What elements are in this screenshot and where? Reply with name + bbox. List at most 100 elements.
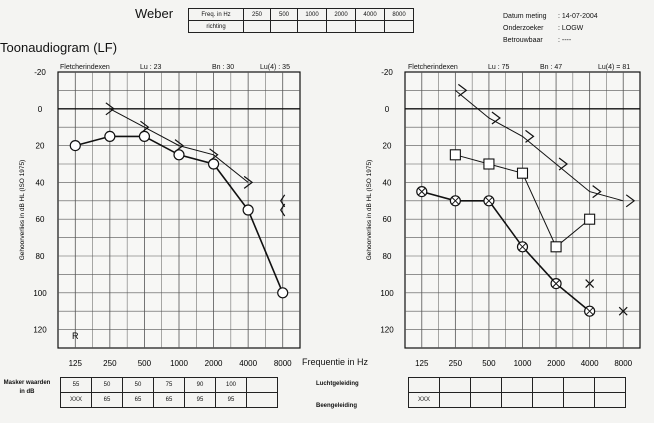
y-tick-label: 60	[36, 215, 45, 224]
data-point-square	[584, 213, 596, 225]
info-date-value: : 14-07-2004	[558, 13, 598, 20]
masking-cell-air	[563, 377, 595, 393]
x-tick-label: 1000	[170, 359, 188, 368]
right-fletcher-lu: Lu : 75	[488, 64, 510, 71]
data-point-cross	[485, 196, 493, 205]
x-tick-label: 500	[138, 359, 152, 368]
masking-cell-air	[501, 377, 533, 393]
data-point-triangle	[558, 157, 569, 171]
masking-cell-bone	[439, 392, 471, 408]
x-tick-label: 500	[482, 359, 496, 368]
y-tick-label: -20	[34, 68, 46, 77]
data-point-cross	[518, 242, 527, 251]
masking-cell-air	[532, 377, 564, 393]
masking-cell-bone: 65	[153, 392, 185, 408]
x-tick-label: 8000	[614, 359, 632, 368]
masking-cell-bone: 95	[215, 392, 247, 408]
y-tick-label: 100	[33, 289, 47, 298]
right-fletcher-lu4: Lu(4) = 81	[598, 64, 631, 71]
masking-cell-bone	[563, 392, 595, 408]
x-tick-label: 8000	[274, 359, 292, 368]
y-tick-label: 0	[385, 105, 390, 114]
data-point-x	[585, 279, 595, 289]
masking-cell-air: 75	[153, 377, 185, 393]
masking-cell-bone: 95	[184, 392, 216, 408]
y-axis-label: Gehoorverlies in dB HL (ISO 1975)	[19, 160, 26, 261]
masking-cell-air	[439, 377, 471, 393]
y-tick-label: 120	[380, 326, 394, 335]
y-tick-label: 100	[380, 289, 394, 298]
masking-cell-air	[246, 377, 278, 393]
air-conduction-label: Luchtgeleiding	[316, 381, 359, 387]
data-point-cross	[552, 279, 560, 288]
data-point-circle	[207, 158, 220, 170]
data-point-cross	[451, 196, 460, 205]
data-point-triangle	[457, 83, 468, 97]
data-point-triangle	[105, 102, 115, 116]
data-point-circle	[138, 130, 151, 142]
x-tick-label: 2000	[547, 359, 565, 368]
data-point-triangle	[243, 175, 254, 189]
y-axis-label: Gehoorverlies in dB HL (ISO 1975)	[366, 160, 373, 261]
data-point-circle	[104, 130, 116, 142]
masking-cell-air: 90	[184, 377, 216, 393]
data-point-square	[516, 167, 529, 179]
series-line-cross	[421, 190, 591, 312]
masking-cell-bone	[532, 392, 564, 408]
freq-axis-label: Frequentie in Hz	[302, 357, 369, 367]
data-point-triangle	[525, 129, 535, 143]
masking-table-left: 55 50 50 75 90 100 XXX 65 65 65 95 95	[60, 377, 278, 408]
masking-cell-bone	[470, 392, 502, 408]
weber-row-header-richting: richting	[188, 20, 244, 33]
data-point-square	[483, 158, 495, 170]
series-line-triangle	[109, 108, 249, 183]
y-tick-label: 40	[383, 178, 392, 187]
info-examiner-value: : LOGW	[558, 25, 584, 32]
masking-cell-bone: XXX	[60, 392, 92, 408]
y-tick-label: 80	[36, 252, 45, 261]
x-tick-label: 250	[103, 359, 117, 368]
data-point-triangle	[491, 111, 501, 125]
data-point-triangle	[592, 185, 602, 199]
y-tick-label: 20	[36, 142, 45, 151]
masking-cell-bone: XXX	[408, 392, 440, 408]
info-reliable-label: Betrouwbaar	[503, 37, 543, 44]
masking-cell-air	[470, 377, 502, 393]
data-point-circle	[173, 149, 185, 161]
left-fletcher-bn: Bn : 30	[212, 64, 235, 71]
y-tick-label: 40	[36, 178, 45, 187]
info-examiner-label: Onderzoeker	[503, 25, 544, 32]
masking-values-label: Masker waarden in dB	[3, 380, 51, 395]
right-fletcher-bn: Bn : 47	[540, 64, 563, 71]
series-line-triangle	[455, 90, 624, 202]
y-tick-label: 0	[38, 105, 43, 114]
masking-cell-bone	[594, 392, 626, 408]
data-point-square	[449, 149, 461, 161]
left-fletcher-lu4: Lu(4) : 35	[260, 64, 290, 71]
page-title: Toonaudiogram (LF)	[0, 40, 118, 55]
masking-cell-bone	[246, 392, 278, 408]
left-fletcher-lu: Lu : 23	[140, 64, 162, 71]
info-reliable-value: : ----	[558, 37, 572, 44]
x-tick-label: 4000	[581, 359, 599, 368]
left-fletcher-label: Fletcherindexen	[60, 64, 110, 71]
data-point-triangle	[140, 120, 150, 134]
y-tick-label: 60	[383, 215, 392, 224]
masking-cell-air: 50	[122, 377, 154, 393]
data-point-x	[618, 306, 628, 316]
masking-cell-air: 50	[91, 377, 123, 393]
data-point-cross	[417, 187, 426, 196]
x-tick-label: 4000	[239, 359, 257, 368]
annotation-label: R	[72, 331, 79, 341]
right-fletcher-label: Fletcherindexen	[408, 64, 458, 71]
info-date-label: Datum meting	[503, 13, 547, 20]
masking-cell-bone: 65	[91, 392, 123, 408]
x-tick-label: 125	[415, 359, 429, 368]
data-point-triangle	[625, 194, 636, 208]
y-tick-label: -20	[381, 68, 393, 77]
masking-cell-air	[594, 377, 626, 393]
x-tick-label: 2000	[205, 359, 223, 368]
data-point-circle	[242, 204, 254, 216]
y-tick-label: 120	[33, 326, 47, 335]
